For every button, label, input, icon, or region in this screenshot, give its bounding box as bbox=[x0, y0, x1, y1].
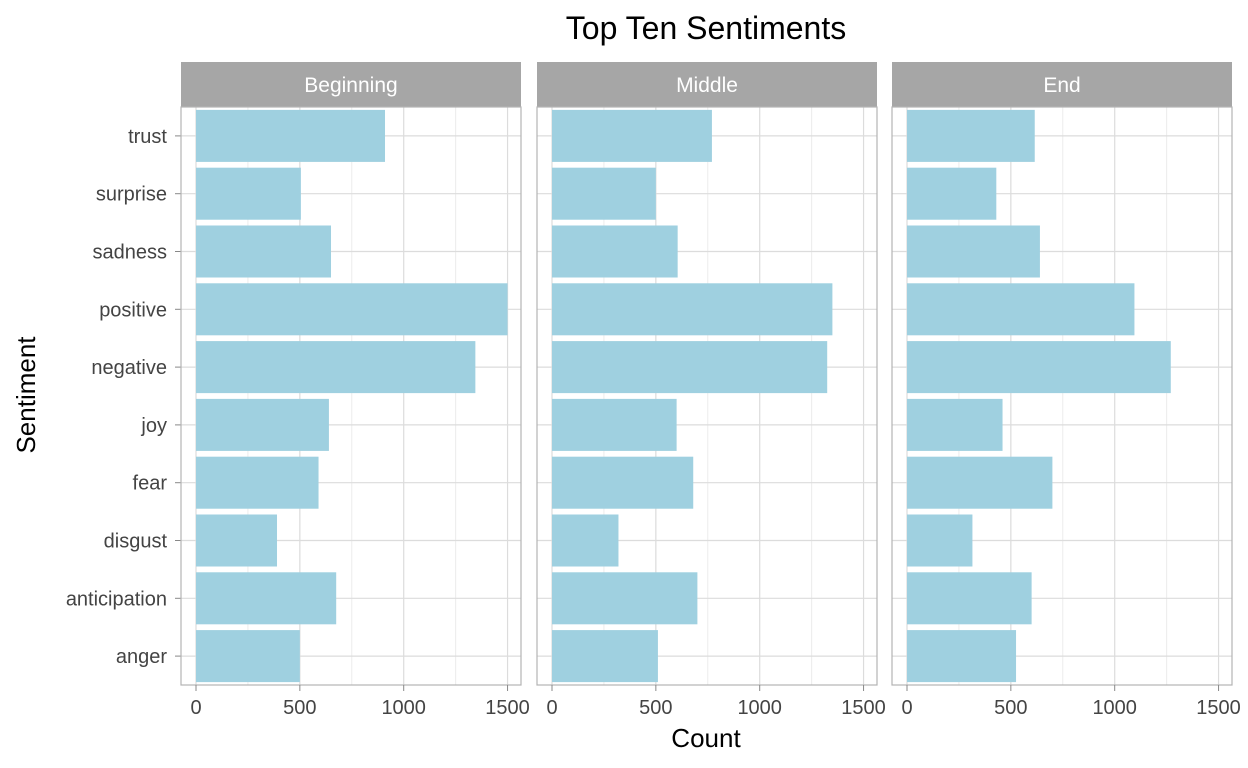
x-tick-label: 0 bbox=[901, 697, 912, 719]
bar-sadness bbox=[907, 225, 1040, 278]
x-tick-label: 500 bbox=[283, 697, 316, 719]
facet-strip bbox=[537, 62, 877, 107]
bar-anticipation bbox=[907, 572, 1032, 625]
facet-strip-label: Beginning bbox=[304, 74, 397, 97]
x-tick-label: 500 bbox=[639, 697, 672, 719]
bar-anticipation bbox=[196, 572, 337, 625]
bar-negative bbox=[552, 341, 828, 394]
x-tick-label: 1000 bbox=[1092, 697, 1137, 719]
panel-border bbox=[891, 106, 1233, 686]
bar-joy bbox=[196, 398, 329, 451]
x-tick-label: 1500 bbox=[1196, 697, 1241, 719]
x-tick-label: 1500 bbox=[841, 697, 886, 719]
bar-anger bbox=[552, 630, 658, 683]
bar-positive bbox=[196, 283, 508, 336]
y-tick-label: anger bbox=[116, 646, 167, 668]
panel-border bbox=[536, 106, 878, 686]
bar-sadness bbox=[196, 225, 332, 278]
bar-sadness bbox=[552, 225, 678, 278]
facet-strip bbox=[181, 62, 521, 107]
bar-anger bbox=[907, 630, 1017, 683]
x-tick-label: 1000 bbox=[381, 697, 426, 719]
y-tick-label: positive bbox=[99, 299, 167, 321]
chart-title: Top Ten Sentiments bbox=[566, 10, 846, 46]
y-tick-label: disgust bbox=[104, 531, 168, 553]
bar-positive bbox=[552, 283, 833, 336]
y-tick-label: negative bbox=[91, 357, 167, 379]
bar-disgust bbox=[552, 514, 619, 567]
y-tick-label: anticipation bbox=[66, 588, 167, 610]
facet-panel-middle: Middle 0 500 1000 1500 bbox=[536, 62, 886, 719]
panel-border bbox=[180, 106, 522, 686]
bar-surprise bbox=[196, 167, 301, 220]
bar-disgust bbox=[196, 514, 278, 567]
x-tick-label: 0 bbox=[190, 697, 201, 719]
bar-fear bbox=[196, 456, 319, 509]
x-tick-label: 0 bbox=[546, 697, 557, 719]
y-tick-label: joy bbox=[140, 415, 167, 437]
bar-joy bbox=[907, 398, 1003, 451]
y-tick-label: trust bbox=[128, 126, 167, 148]
bar-surprise bbox=[552, 167, 656, 220]
facet-strip-label: End bbox=[1043, 74, 1080, 97]
y-axis-labels: anger anticipation disgust fear joy negative p… bbox=[66, 126, 181, 668]
bar-negative bbox=[196, 341, 476, 394]
y-tick-label: fear bbox=[133, 473, 168, 495]
facet-strip-label: Middle bbox=[676, 74, 738, 97]
bar-anticipation bbox=[552, 572, 698, 625]
bar-trust bbox=[552, 109, 712, 162]
facet-panel-beginning: Beginning 0 500 1000 1500 bbox=[180, 62, 530, 719]
bar-fear bbox=[907, 456, 1053, 509]
x-axis-title: Count bbox=[671, 723, 741, 753]
bar-trust bbox=[196, 109, 386, 162]
bar-anger bbox=[196, 630, 300, 683]
bar-trust bbox=[907, 109, 1035, 162]
bar-surprise bbox=[907, 167, 997, 220]
facet-strip bbox=[892, 62, 1232, 107]
bar-fear bbox=[552, 456, 694, 509]
facet-panel-end: End 0 500 1000 1500 bbox=[891, 62, 1241, 719]
bar-disgust bbox=[907, 514, 973, 567]
x-tick-label: 1500 bbox=[485, 697, 530, 719]
bar-negative bbox=[907, 341, 1171, 394]
y-tick-label: surprise bbox=[96, 184, 167, 206]
y-tick-label: sadness bbox=[93, 242, 168, 264]
x-tick-label: 1000 bbox=[737, 697, 782, 719]
x-tick-label: 500 bbox=[994, 697, 1027, 719]
y-axis-title: Sentiment bbox=[11, 336, 41, 454]
bar-positive bbox=[907, 283, 1135, 336]
bar-joy bbox=[552, 398, 677, 451]
